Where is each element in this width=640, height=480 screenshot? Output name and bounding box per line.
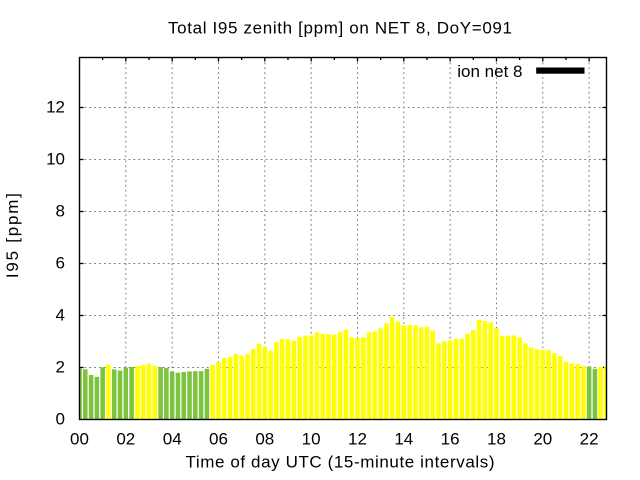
svg-text:12: 12: [46, 98, 65, 117]
svg-text:00: 00: [70, 430, 89, 449]
svg-text:22: 22: [580, 430, 599, 449]
svg-text:20: 20: [533, 430, 552, 449]
svg-text:12: 12: [348, 430, 367, 449]
svg-text:04: 04: [163, 430, 182, 449]
svg-text:02: 02: [116, 430, 135, 449]
svg-text:2: 2: [56, 358, 65, 377]
svg-text:ion net 8: ion net 8: [457, 62, 522, 81]
svg-text:0: 0: [56, 410, 65, 429]
svg-text:8: 8: [56, 202, 65, 221]
svg-text:06: 06: [209, 430, 228, 449]
svg-text:I95 [ppm]: I95 [ppm]: [3, 193, 22, 278]
svg-text:6: 6: [56, 254, 65, 273]
svg-text:18: 18: [487, 430, 506, 449]
svg-text:10: 10: [46, 150, 65, 169]
svg-text:Time of day UTC (15-minute int: Time of day UTC (15-minute intervals): [186, 453, 495, 472]
svg-text:Total I95 zenith [ppm] on NET: Total I95 zenith [ppm] on NET 8, DoY=091: [168, 19, 512, 38]
svg-text:14: 14: [394, 430, 413, 449]
svg-text:4: 4: [56, 306, 65, 325]
svg-text:10: 10: [302, 430, 321, 449]
svg-text:16: 16: [441, 430, 460, 449]
svg-text:08: 08: [255, 430, 274, 449]
